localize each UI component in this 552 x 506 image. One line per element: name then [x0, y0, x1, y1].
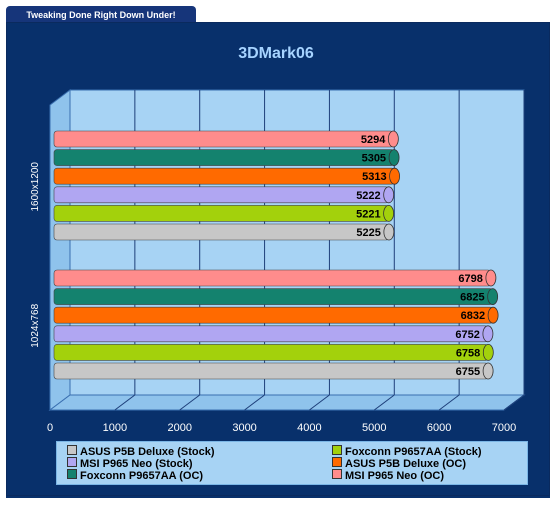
bar [53, 167, 400, 185]
legend-swatch [332, 457, 342, 467]
bar-body [53, 167, 395, 185]
frame-bottom-edge [6, 496, 550, 498]
bar-data-label: 6752 [455, 329, 479, 341]
bar [53, 149, 400, 167]
site-banner: Tweaking Done Right Down Under! [6, 6, 196, 24]
bar [53, 362, 494, 380]
x-tick-label: 5000 [362, 422, 386, 434]
chart-legend: ASUS P5B Deluxe (Stock) Foxconn P9657AA (… [56, 441, 528, 485]
bar-data-label: 5221 [356, 208, 380, 220]
bar-end-cap [389, 167, 400, 185]
bar-end-cap [485, 269, 497, 287]
bar [53, 269, 497, 287]
legend-swatch [332, 469, 342, 479]
bar-data-label: 5305 [362, 153, 386, 165]
gridline-floor [309, 394, 330, 411]
legend-item: Foxconn P9657AA (Stock) [332, 445, 482, 458]
bar-data-label: 6832 [461, 310, 485, 322]
category-label: 1024x768 [30, 303, 41, 347]
bar [53, 325, 494, 343]
bar-end-cap [482, 362, 494, 380]
legend-label: ASUS P5B Deluxe (Stock) [80, 446, 215, 458]
bar-end-cap [388, 149, 400, 167]
bar-body [53, 130, 394, 148]
bar-body [53, 325, 489, 343]
bar-body [53, 306, 494, 324]
bar-body [53, 223, 390, 241]
x-tick-label: 0 [47, 422, 53, 434]
bar-data-label: 6755 [456, 366, 480, 378]
plot-floor [48, 394, 526, 411]
legend-item: ASUS P5B Deluxe (OC) [332, 457, 466, 470]
bar-end-cap [383, 186, 395, 204]
legend-item: MSI P965 Neo (Stock) [67, 457, 192, 470]
legend-swatch [67, 445, 77, 455]
gridline-floor [179, 394, 201, 411]
legend-label: Foxconn P9657AA (OC) [80, 470, 204, 482]
bar-end-cap [387, 130, 399, 148]
gridline-floor [438, 394, 460, 411]
bar-body [53, 269, 492, 287]
bar-end-cap [487, 288, 499, 306]
bar-end-cap [487, 306, 499, 324]
legend-label: Foxconn P9657AA (Stock) [345, 446, 482, 458]
bar-data-label: 6798 [458, 273, 482, 285]
x-tick-label: 4000 [297, 422, 321, 434]
x-tick-label: 2000 [167, 422, 191, 434]
site-banner-text: Tweaking Done Right Down Under! [26, 10, 176, 20]
legend-label: MSI P965 Neo (Stock) [80, 458, 193, 470]
bar-data-label: 5294 [361, 134, 386, 146]
x-tick-label: 1000 [103, 422, 127, 434]
x-tick-label: 6000 [427, 422, 451, 434]
legend-label: MSI P965 Neo (OC) [345, 470, 445, 482]
bar [53, 186, 395, 204]
bar-data-label: 6825 [460, 292, 484, 304]
bar [53, 130, 399, 148]
bar [53, 306, 499, 324]
bar [53, 288, 499, 306]
bar [53, 204, 395, 222]
bar-body [53, 362, 489, 380]
legend-swatch [332, 445, 342, 455]
bar-end-cap [383, 204, 395, 222]
legend-label: ASUS P5B Deluxe (OC) [345, 458, 467, 470]
bar-end-cap [383, 223, 395, 241]
bar-body [53, 186, 389, 204]
gridline-floor [503, 394, 525, 411]
category-label: 1600x1200 [30, 162, 41, 212]
bar-data-label: 6758 [456, 347, 480, 359]
gridline-floor [114, 394, 136, 411]
bar-data-label: 5313 [362, 171, 386, 183]
bar-data-label: 5225 [356, 227, 380, 239]
gridline-floor [373, 394, 395, 411]
chart-title: 3DMark06 [238, 45, 314, 62]
bar-body [53, 288, 493, 305]
bar-body [53, 149, 395, 166]
legend-item: Foxconn P9657AA (OC) [67, 469, 203, 482]
bar [53, 223, 395, 241]
bar-end-cap [482, 325, 494, 343]
legend-item: ASUS P5B Deluxe (Stock) [67, 445, 214, 458]
bar-body [53, 205, 389, 222]
bar [53, 343, 494, 361]
legend-swatch [67, 469, 77, 479]
legend-item: MSI P965 Neo (OC) [332, 469, 444, 482]
gridline-floor [244, 394, 265, 411]
bar-end-cap [482, 343, 494, 361]
bar-data-label: 5222 [356, 190, 380, 202]
legend-swatch [67, 457, 77, 467]
bar-body [53, 344, 489, 361]
x-tick-label: 7000 [492, 422, 516, 434]
x-tick-label: 3000 [232, 422, 256, 434]
